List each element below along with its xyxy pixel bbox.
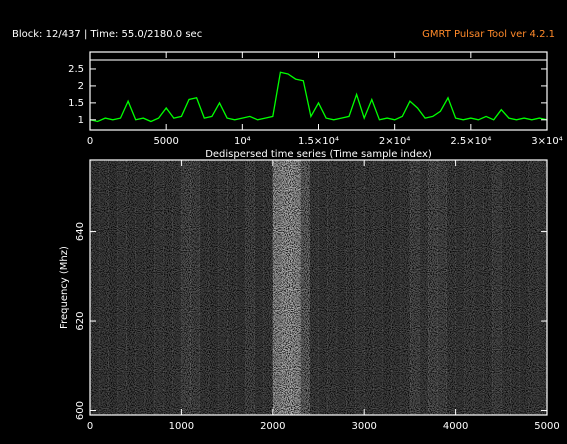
y-tick-label: 2.5 [68, 64, 84, 75]
x-tick-label: 3000 [351, 421, 376, 432]
x-tick-label: 4000 [443, 421, 468, 432]
y-tick-label: 640 [75, 222, 86, 241]
x-tick-label: 10⁴ [234, 136, 251, 147]
speckle-texture [90, 160, 547, 415]
y-tick-label: 2 [78, 81, 84, 92]
y-tick-label: 1.5 [68, 98, 84, 109]
app-title: GMRT Pulsar Tool ver 4.2.1 [422, 29, 555, 40]
y-axis-label: Frequency (Mhz) [59, 246, 70, 329]
x-tick-label: 5000 [534, 421, 559, 432]
x-tick-label: 1.5×10⁴ [298, 136, 339, 147]
x-tick-label: 2000 [260, 421, 285, 432]
time-series [89, 71, 548, 123]
x-tick-label: 5000 [153, 136, 178, 147]
x-axis-label: Dedispersed time series (Time sample ind… [205, 149, 432, 160]
x-tick-label: 3×10⁴ [531, 136, 562, 147]
y-tick-label: 600 [75, 401, 86, 420]
x-tick-label: 0 [87, 421, 93, 432]
x-tick-label: 2×10⁴ [379, 136, 410, 147]
status-text: Block: 12/437 | Time: 55.0/2180.0 sec [12, 29, 202, 40]
y-tick-label: 620 [75, 312, 86, 331]
x-tick-label: 1000 [169, 421, 194, 432]
plot-frame [89, 159, 548, 416]
x-tick-label: 0 [87, 136, 93, 147]
y-tick-label: 1 [78, 115, 84, 126]
x-tick-label: 2.5×10⁴ [450, 136, 491, 147]
